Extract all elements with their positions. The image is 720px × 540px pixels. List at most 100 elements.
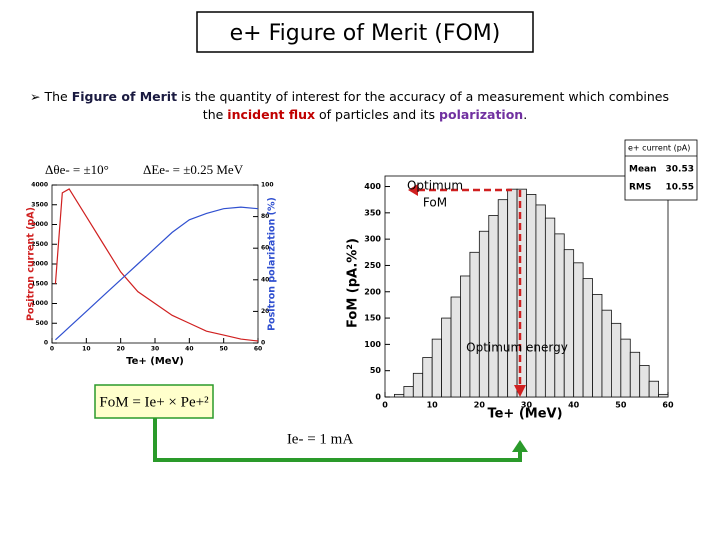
histogram-bar	[658, 393, 669, 398]
formula: Ie- = 1 mA	[287, 431, 354, 447]
x-tick-label: 60	[254, 346, 262, 353]
y2-tick-label: 100	[261, 182, 274, 189]
y2-tick-label: 60	[261, 245, 269, 252]
y-tick-label: 250	[364, 261, 381, 270]
annotation: Δθe- = ±10°	[45, 162, 109, 177]
x-tick-label: 20	[116, 346, 124, 353]
annotation: ΔEe- = ±0.25 MeV	[143, 162, 244, 177]
formula: FoM = Ie+ × Pe+²	[99, 394, 209, 410]
histogram-bar	[544, 217, 556, 398]
x-tick-label: 30	[521, 401, 533, 410]
y-tick-label: 150	[364, 314, 381, 323]
y-tick-label: 350	[364, 208, 381, 217]
y-tick-label: 0	[375, 393, 381, 402]
slide-title: e+ Figure of Merit (FOM)	[230, 21, 501, 46]
bullet-text: Figure of Merit	[71, 89, 178, 104]
y2-tick-label: 80	[261, 213, 269, 220]
bullet-text: is the quantity of interest for the accu…	[177, 89, 670, 104]
y-tick-label: 500	[35, 320, 48, 327]
x-tick-label: 10	[82, 346, 90, 353]
stats-box	[624, 139, 698, 201]
bullet-text: of particles and its	[315, 107, 440, 122]
histogram-bar	[441, 317, 452, 398]
y-tick-label: 3000	[31, 221, 48, 228]
y-tick-label: 400	[364, 182, 381, 191]
stats-value: 30.53	[666, 165, 694, 175]
histogram-bar	[629, 351, 641, 398]
stats-value: 10.55	[666, 183, 694, 193]
histogram-bar	[516, 188, 527, 398]
y-tick-label: 50	[370, 366, 382, 375]
y2-tick-label: 20	[261, 308, 269, 315]
arrow-head	[408, 184, 418, 196]
x-tick-label: 0	[382, 401, 388, 410]
histogram-bar	[535, 204, 546, 398]
x-tick-label: 20	[474, 401, 486, 410]
x-tick-label: 40	[568, 401, 580, 410]
y-tick-label: 1500	[31, 280, 48, 287]
histogram-bar	[620, 338, 631, 398]
x-tick-label: 30	[151, 346, 159, 353]
bullet-text: The	[44, 89, 72, 104]
histogram-bar	[573, 262, 584, 398]
x-tick-label: 0	[50, 346, 54, 353]
bullet-marker: ➢	[30, 89, 45, 104]
x-tick-label: 40	[185, 346, 193, 353]
series-line	[55, 206, 259, 341]
y-axis-label: FoM (pA.%²)	[346, 238, 361, 328]
histogram-bar	[394, 393, 405, 398]
histogram-bar	[431, 338, 442, 398]
y-axis-label: Positron current (pA)	[26, 207, 37, 321]
histogram-bar	[488, 215, 499, 398]
annotation: FoM	[423, 196, 447, 210]
y-tick-label: 0	[44, 340, 48, 347]
histogram-bar	[507, 188, 518, 398]
series-line	[54, 188, 259, 342]
histogram-bar	[648, 380, 659, 398]
y-tick-label: 2500	[31, 241, 48, 248]
annotation: Optimum	[407, 179, 463, 193]
histogram-bar	[611, 322, 622, 398]
bullet-text: polarization	[439, 107, 524, 122]
histogram-bar	[554, 233, 565, 398]
histogram-bar	[422, 357, 433, 398]
arrow-head	[514, 385, 526, 397]
formula-box	[94, 384, 214, 419]
y-tick-label: 1000	[31, 300, 48, 307]
y2-tick-label: 40	[261, 276, 269, 283]
bullet-line: ➢ The Figure of Merit is the quantity of…	[30, 88, 700, 106]
title-box	[196, 11, 534, 53]
x-tick-label: 60	[662, 401, 674, 410]
y-tick-label: 3500	[31, 201, 48, 208]
histogram-bar	[563, 249, 575, 398]
stats-title: e+ current (pA)	[628, 144, 690, 153]
y2-tick-label: 0	[261, 340, 265, 347]
y-tick-label: 4000	[31, 182, 48, 189]
annotation: Optimum energy	[466, 341, 568, 355]
histogram-bar	[592, 293, 603, 398]
histogram-bar	[412, 372, 424, 398]
histogram-bar	[460, 275, 471, 398]
y-tick-label: 2000	[31, 261, 48, 268]
histogram-bar	[526, 194, 537, 398]
x-axis-label: Te+ (MeV)	[126, 356, 184, 367]
histogram-bar	[469, 251, 480, 398]
x-tick-label: 50	[615, 401, 627, 410]
bullet-text: .	[523, 107, 528, 122]
y-tick-label: 200	[364, 287, 381, 296]
histogram-bar	[478, 230, 490, 398]
histogram-bar	[582, 278, 593, 398]
bullet-line: the incident flux of particles and its p…	[30, 106, 700, 124]
y-tick-label: 300	[364, 235, 381, 244]
arrow-head	[512, 440, 528, 452]
histogram-bar	[639, 365, 650, 398]
connector	[153, 418, 522, 462]
histogram-bar	[601, 309, 612, 398]
x-tick-label: 10	[427, 401, 439, 410]
y-tick-label: 100	[364, 340, 381, 349]
bullet-text: the	[202, 107, 228, 122]
bullet-text: incident flux	[227, 107, 316, 122]
histogram-bar	[403, 386, 414, 398]
